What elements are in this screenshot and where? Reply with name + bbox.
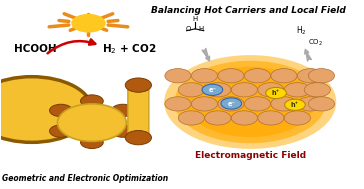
Ellipse shape	[174, 61, 326, 143]
Circle shape	[165, 69, 191, 83]
Circle shape	[191, 69, 218, 83]
Text: H$_2$ + CO2: H$_2$ + CO2	[102, 43, 157, 56]
Text: Electromagnetic Field: Electromagnetic Field	[195, 151, 306, 160]
Circle shape	[50, 125, 72, 137]
Circle shape	[191, 97, 218, 111]
Circle shape	[284, 83, 310, 97]
Circle shape	[244, 97, 270, 111]
Text: H: H	[193, 16, 198, 22]
Text: Balancing Hot Carriers and Local Field: Balancing Hot Carriers and Local Field	[151, 6, 346, 15]
FancyBboxPatch shape	[128, 84, 149, 139]
Circle shape	[308, 69, 335, 83]
Circle shape	[218, 97, 244, 111]
Text: h⁺: h⁺	[272, 90, 280, 96]
Circle shape	[258, 111, 284, 125]
Text: e⁻: e⁻	[208, 87, 216, 93]
Ellipse shape	[164, 55, 336, 149]
Circle shape	[125, 131, 151, 145]
Circle shape	[80, 136, 103, 149]
Text: e⁻: e⁻	[227, 101, 235, 107]
Circle shape	[80, 95, 103, 107]
Circle shape	[58, 104, 126, 141]
Text: h⁺: h⁺	[291, 102, 299, 108]
Circle shape	[271, 97, 297, 111]
Circle shape	[271, 69, 297, 83]
Circle shape	[285, 99, 305, 110]
Circle shape	[266, 87, 286, 99]
Circle shape	[205, 111, 231, 125]
Text: CO$_2$: CO$_2$	[308, 38, 323, 48]
Circle shape	[297, 97, 324, 111]
Text: H$_2$: H$_2$	[297, 24, 307, 37]
Circle shape	[71, 14, 106, 33]
Ellipse shape	[186, 67, 315, 137]
Circle shape	[304, 83, 331, 97]
Circle shape	[50, 104, 72, 117]
Circle shape	[258, 83, 284, 97]
Circle shape	[202, 84, 223, 95]
Circle shape	[178, 83, 205, 97]
Circle shape	[111, 125, 134, 137]
Text: O: O	[186, 26, 191, 32]
Circle shape	[244, 69, 270, 83]
Circle shape	[0, 77, 92, 142]
Text: Geometric and Electronic Optimization: Geometric and Electronic Optimization	[3, 174, 169, 183]
Circle shape	[205, 83, 231, 97]
Circle shape	[111, 104, 134, 117]
Circle shape	[284, 111, 310, 125]
Circle shape	[125, 78, 151, 92]
Text: H: H	[190, 26, 204, 32]
Circle shape	[308, 97, 335, 111]
Circle shape	[231, 83, 257, 97]
Text: HCOOH: HCOOH	[15, 44, 57, 54]
Circle shape	[221, 98, 242, 109]
Circle shape	[218, 69, 244, 83]
Circle shape	[178, 111, 205, 125]
Circle shape	[165, 97, 191, 111]
Circle shape	[297, 69, 324, 83]
Circle shape	[231, 111, 257, 125]
